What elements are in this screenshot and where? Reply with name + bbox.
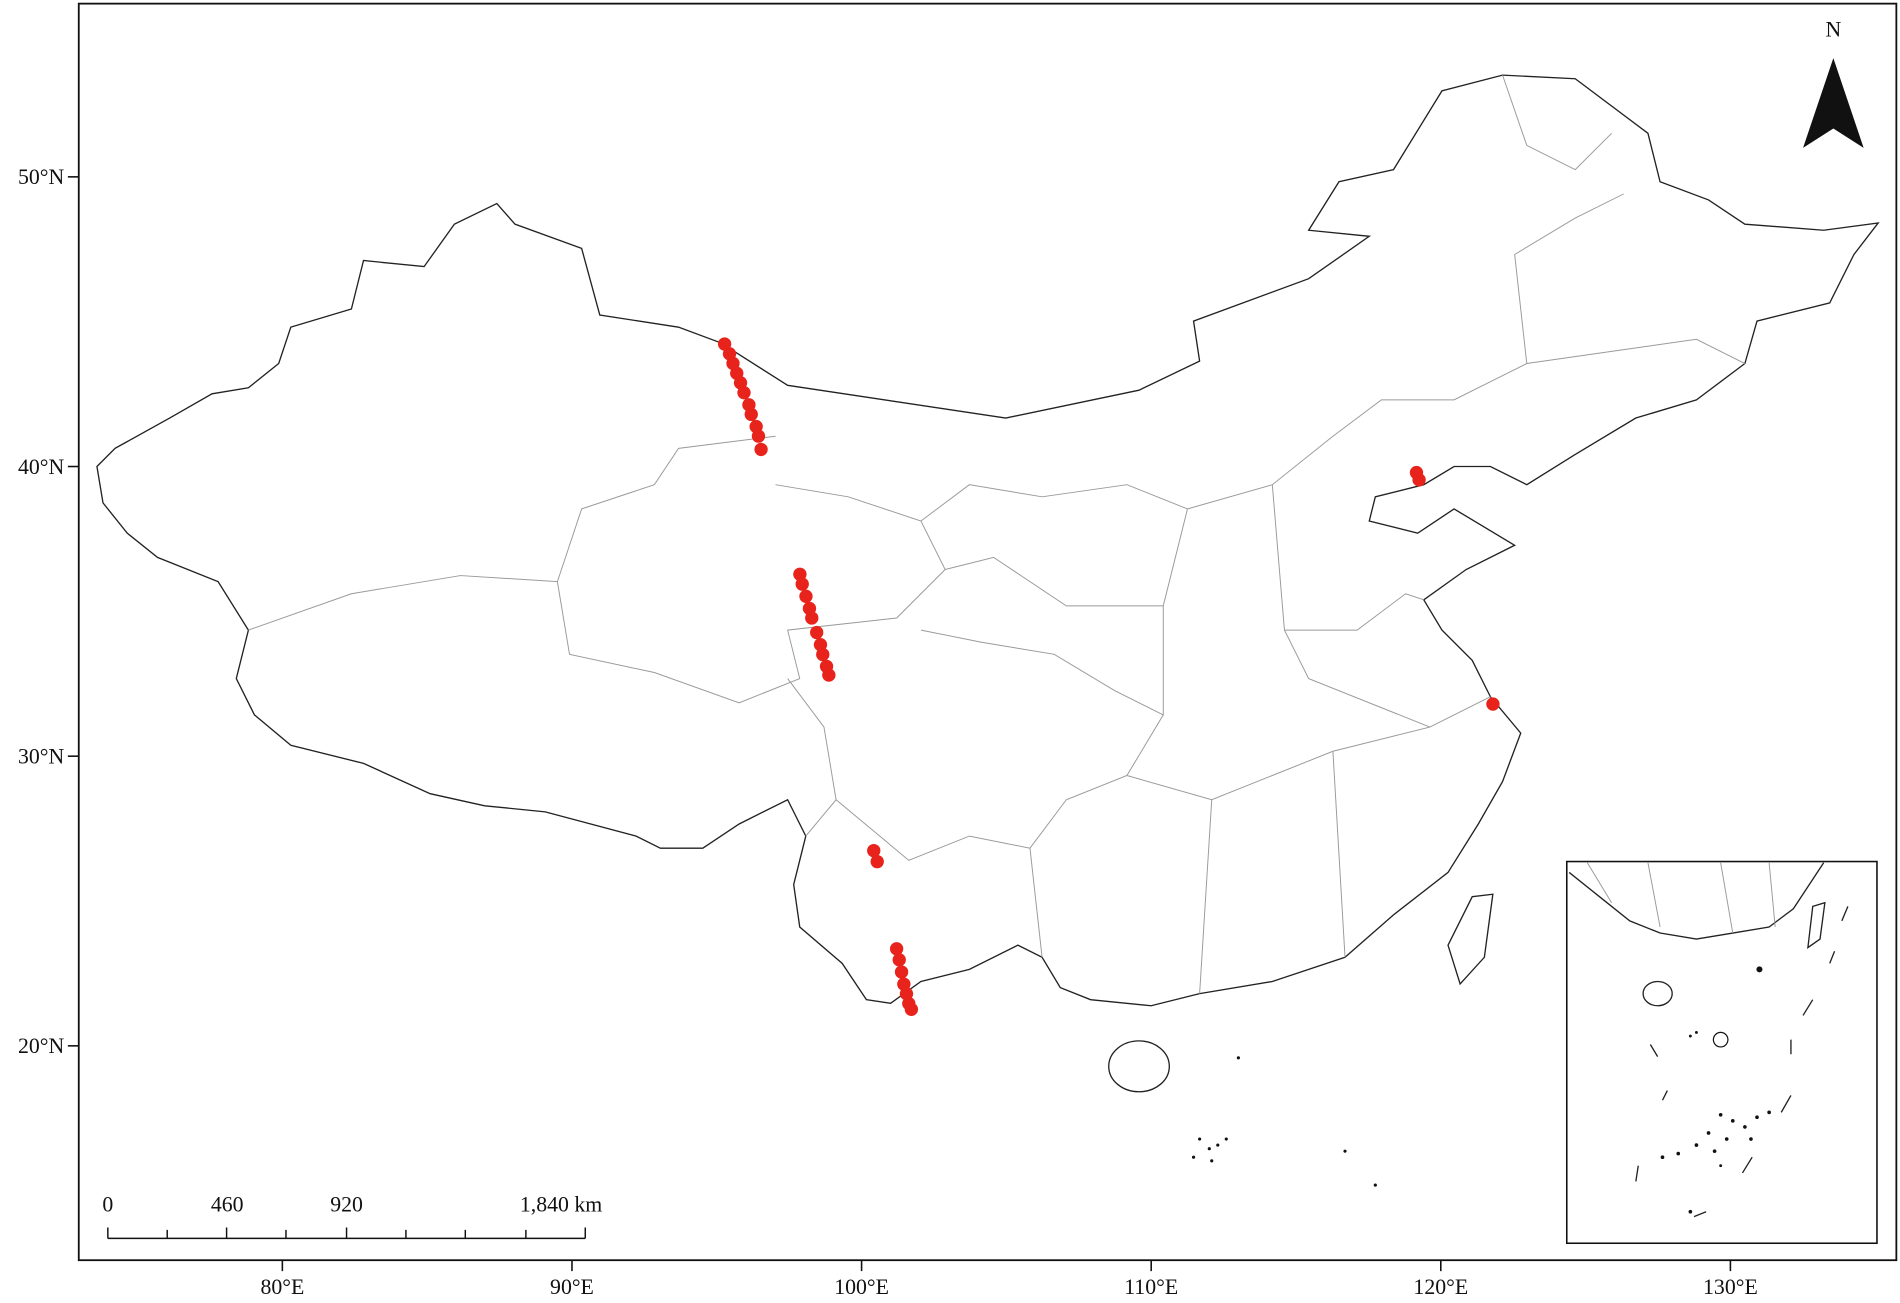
scale-label: 920: [330, 1193, 363, 1217]
sample-point: [904, 1002, 919, 1017]
sample-point: [799, 589, 813, 603]
y-tick-label: 40°N: [18, 455, 65, 479]
x-tick-label: 120°E: [1413, 1275, 1468, 1299]
sample-points: [717, 337, 1500, 1017]
inset-borders: [1586, 862, 1776, 934]
sample-point: [810, 625, 824, 640]
inset-map: [1565, 860, 1878, 1245]
scale-label: 460: [211, 1193, 244, 1217]
scale-label: 0: [102, 1193, 113, 1217]
south-sea-islands: [1191, 1056, 1377, 1187]
inset-hainan: [1642, 980, 1673, 1007]
inset-coast: [1568, 862, 1825, 940]
y-tick-label: 50°N: [18, 165, 65, 189]
sample-point: [751, 429, 766, 443]
sample-point: [737, 385, 751, 400]
scale-bar-line: [107, 1227, 586, 1240]
sample-point: [894, 965, 909, 979]
sample-point: [1486, 697, 1500, 711]
hainan-island: [1108, 1040, 1170, 1093]
north-label: N: [1825, 18, 1841, 42]
country-outline: [96, 74, 1880, 1007]
sample-point: [816, 647, 830, 662]
x-tick-label: 80°E: [260, 1275, 304, 1299]
graticule-ticks: 80°E 90°E 100°E 110°E 120°E 130°E 50°N 40°N 30°N…: [18, 165, 1758, 1299]
inset-frame: [1565, 860, 1878, 1245]
sample-point: [822, 668, 836, 682]
x-tick-label: 110°E: [1124, 1275, 1178, 1299]
x-tick-label: 130°E: [1703, 1275, 1758, 1299]
scale-bar: 0 460 920 1,840 km: [102, 1193, 602, 1240]
sample-point: [744, 407, 758, 422]
y-tick-label: 30°N: [18, 744, 65, 768]
scale-label: 1,840 km: [520, 1193, 602, 1217]
y-tick-label: 20°N: [18, 1034, 65, 1058]
taiwan-island: [1447, 893, 1494, 986]
sample-point: [889, 942, 904, 956]
province-borders: [248, 74, 1746, 994]
inset-dash-line: [1635, 906, 1849, 1218]
inset-taiwan: [1807, 901, 1826, 949]
sample-point: [867, 843, 881, 858]
sample-point: [717, 337, 732, 351]
sample-point: [795, 577, 809, 591]
north-arrow: N: [1803, 18, 1864, 148]
x-tick-label: 90°E: [550, 1275, 594, 1299]
sample-point: [805, 611, 819, 625]
north-arrow-shape: [1803, 58, 1864, 148]
sample-point: [870, 854, 884, 869]
map-frame-group: N 0 460 920 1,840 km 80°E 90°E 100°E 110°E 120°…: [18, 2, 1898, 1299]
sample-point: [892, 953, 906, 967]
sample-point: [754, 442, 768, 457]
x-tick-label: 100°E: [834, 1275, 889, 1299]
inset-islands: [1660, 966, 1771, 1214]
sample-point: [1412, 473, 1426, 487]
